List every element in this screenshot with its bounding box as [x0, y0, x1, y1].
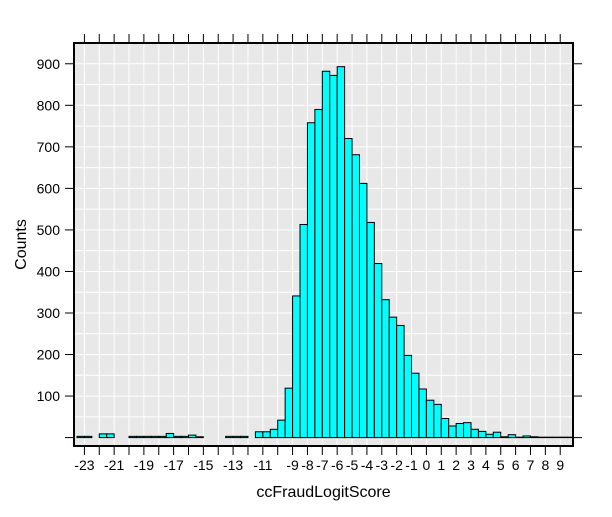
histogram-bars	[76, 66, 573, 439]
histogram-bar	[180, 435, 189, 439]
histogram-bar	[98, 433, 108, 439]
histogram-bar	[83, 435, 93, 439]
histogram-bar	[351, 154, 360, 439]
x-tick-label: 9	[556, 457, 564, 473]
x-tick-label: -21	[104, 457, 124, 473]
histogram-bar	[440, 417, 450, 439]
histogram-bar	[225, 435, 234, 439]
x-tick-label: -2	[390, 457, 403, 473]
histogram-bar	[165, 432, 175, 439]
x-tick-label: 3	[467, 457, 475, 473]
x-tick-label: -11	[253, 457, 272, 473]
histogram-bar	[232, 435, 242, 439]
histogram-bar	[269, 428, 279, 439]
histogram-bar	[76, 435, 85, 439]
histogram-bar	[306, 122, 316, 439]
x-tick-label: 4	[482, 457, 490, 473]
histogram-bar	[158, 435, 167, 439]
x-tick-label: -3	[376, 457, 389, 473]
histogram-bar	[433, 403, 442, 439]
histogram-bar	[321, 70, 331, 439]
x-tick-label: -13	[223, 457, 243, 473]
histogram-bar	[396, 324, 405, 439]
y-tick-labels: 100 200 300 400 500 600 700 800 900	[37, 56, 61, 404]
x-tick-label: -1	[405, 457, 418, 473]
histogram-bar	[254, 431, 264, 439]
x-tick-label: -15	[193, 457, 213, 473]
histogram-bar	[492, 431, 502, 439]
x-tick-labels: -23 -21 -19 -17 -15 -13 -11 -9 -8 -7 -6 -5 -4 -3 -2 -1 0…	[74, 457, 564, 473]
histogram-bar	[284, 387, 294, 439]
histogram-bar	[336, 66, 346, 439]
x-tick-label: 8	[541, 457, 549, 473]
histogram-bar	[187, 434, 197, 439]
histogram-bar	[150, 435, 160, 439]
x-tick-label: 5	[497, 457, 505, 473]
histogram-bar	[373, 263, 383, 439]
x-tick-label: 1	[437, 457, 445, 473]
x-axis-title: ccFraudLogitScore	[256, 484, 390, 501]
histogram-bar	[277, 419, 286, 439]
axis-ticks	[65, 34, 582, 455]
histogram-bar	[143, 435, 152, 439]
x-tick-label: 2	[452, 457, 460, 473]
histogram-bar	[366, 221, 375, 439]
x-tick-label: -9	[286, 457, 299, 473]
histogram-bar	[135, 435, 145, 439]
y-tick-label: 600	[37, 180, 61, 196]
x-tick-label: -4	[361, 457, 374, 473]
x-tick-label: -5	[346, 457, 359, 473]
histogram-bar	[344, 138, 353, 439]
x-tick-label: -23	[74, 457, 94, 473]
y-tick-label: 200	[37, 347, 61, 363]
y-tick-label: 400	[37, 263, 61, 279]
x-tick-label: -7	[316, 457, 329, 473]
histogram-bar	[173, 435, 182, 439]
histogram-bar	[292, 295, 301, 439]
histogram-bar	[463, 422, 472, 439]
histogram-bar	[388, 316, 398, 439]
histogram-bar	[314, 108, 323, 439]
y-tick-label: 700	[37, 139, 61, 155]
histogram-bar	[329, 74, 338, 439]
histogram-bar	[448, 425, 457, 439]
histogram-bar	[507, 434, 517, 439]
y-tick-label: 100	[37, 388, 61, 404]
y-tick-label: 500	[37, 222, 61, 238]
histogram-bar	[299, 224, 308, 439]
x-tick-label: 0	[422, 457, 430, 473]
histogram-bar	[418, 388, 427, 439]
histogram-bar	[358, 182, 368, 439]
histogram-bar	[522, 435, 531, 439]
x-tick-label: -8	[301, 457, 314, 473]
histogram-bar	[485, 433, 494, 439]
y-tick-label: 900	[37, 56, 61, 72]
histogram-bar	[411, 372, 420, 439]
histogram-bar	[240, 435, 249, 439]
x-tick-label: -17	[164, 457, 184, 473]
histogram-bar	[425, 399, 435, 439]
y-axis-title: Counts	[13, 219, 30, 270]
histogram-bar	[529, 436, 539, 439]
histogram-bar	[477, 430, 487, 439]
histogram-bar	[195, 436, 204, 439]
plot-border	[73, 42, 574, 447]
x-tick-label: -6	[331, 457, 344, 473]
y-tick-label: 300	[37, 305, 61, 321]
x-tick-label: -19	[134, 457, 154, 473]
histogram-bar	[455, 422, 465, 439]
x-tick-label: 6	[512, 457, 520, 473]
x-tick-label: 7	[527, 457, 535, 473]
histogram-bar	[500, 436, 509, 439]
histogram-bar	[403, 354, 413, 439]
histogram-bar	[262, 431, 271, 439]
histogram-bar	[470, 428, 479, 439]
histogram-bar	[128, 435, 137, 439]
y-tick-label: 800	[37, 97, 61, 113]
histogram-bar	[106, 433, 115, 439]
histogram-bar	[381, 299, 390, 439]
